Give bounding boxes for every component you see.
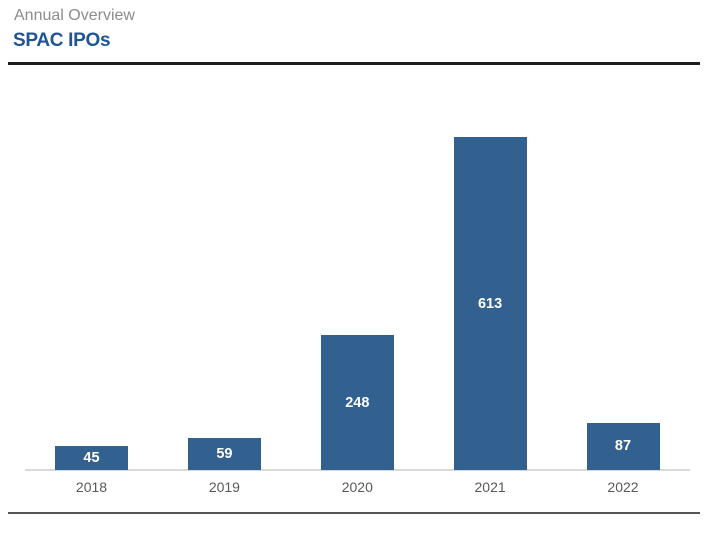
chart-subtitle: Annual Overview: [14, 7, 135, 24]
x-axis-label: 2019: [208, 479, 240, 495]
bar-2020: 248: [320, 335, 394, 470]
bar-value-label: 59: [216, 445, 233, 462]
x-axis-label: 2020: [341, 479, 373, 495]
x-axis-line: [25, 469, 690, 471]
bar-value-label: 613: [477, 295, 503, 312]
bar-2018: 45: [55, 445, 128, 470]
bar-2022: 87: [586, 422, 660, 470]
x-axis-label: 2018: [75, 479, 108, 495]
bar-value-label: 248: [345, 394, 370, 411]
x-axis-label: 2021: [474, 479, 506, 495]
chart-title: SPAC IPOs: [13, 30, 111, 51]
bar-2021: 613: [453, 137, 527, 470]
x-axis-label: 2022: [607, 479, 639, 495]
header-divider: [8, 62, 700, 65]
bar-value-label: 45: [83, 449, 100, 466]
bar-2019: 59: [187, 437, 261, 470]
bar-value-label: 87: [614, 438, 632, 455]
footer-divider: [8, 512, 700, 514]
